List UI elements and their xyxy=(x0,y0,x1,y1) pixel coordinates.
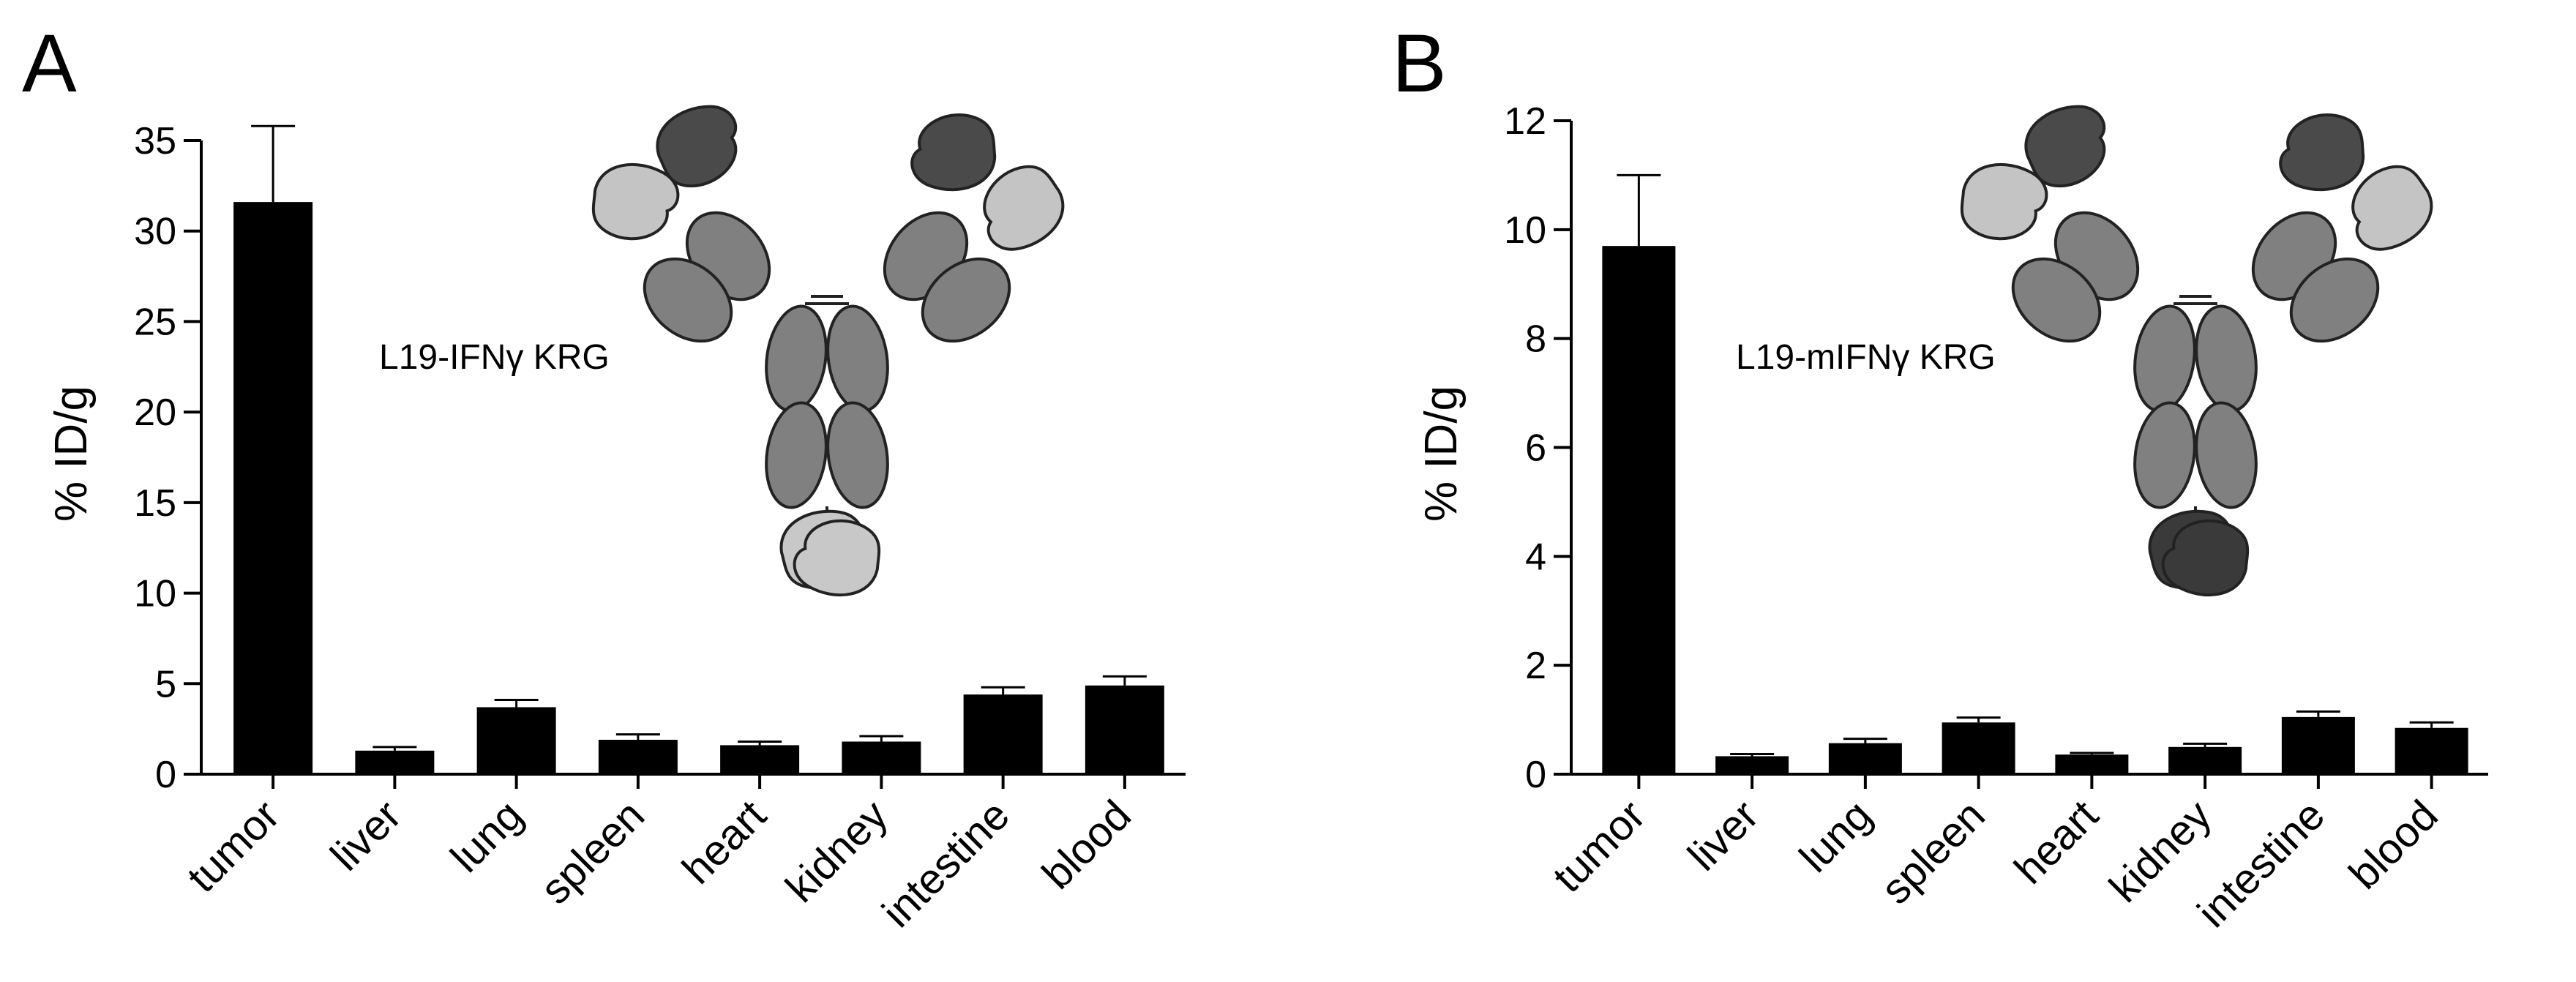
antibody-right-dark-domain xyxy=(910,113,997,192)
x-tick-label: kidney xyxy=(776,791,897,912)
chart-panel-A: A 0 5 10 15 20 25 30 35 % ID/g tumor liver lung splee… xyxy=(22,18,1186,937)
y-tick-label: 4 xyxy=(1525,536,1546,578)
x-tick-label: lung xyxy=(1791,791,1882,882)
antibody-right-dark-domain xyxy=(2279,113,2365,192)
antibody-right-cl-domain xyxy=(921,257,1011,343)
antibody-icon xyxy=(1960,105,2433,596)
antibody-payload-right xyxy=(793,519,881,596)
x-tick-label: tumor xyxy=(1544,791,1655,902)
y-tick-label: 30 xyxy=(134,211,176,253)
bar-tumor xyxy=(1602,246,1676,774)
bar-spleen xyxy=(598,739,678,774)
panel-label: A xyxy=(22,18,77,109)
y-tick-label: 0 xyxy=(1525,754,1546,796)
antibody-ch2-left xyxy=(2133,304,2196,413)
bar-liver xyxy=(1715,756,1789,774)
y-tick-label: 6 xyxy=(1525,427,1546,470)
bar-tumor xyxy=(233,202,313,774)
y-tick-label: 20 xyxy=(134,391,176,434)
antibody-left-dark-domain xyxy=(656,105,738,188)
bar-spleen xyxy=(1942,722,2015,774)
y-tick-label: 12 xyxy=(1504,100,1546,143)
antibody-right-cl-domain xyxy=(2289,257,2380,343)
bar-heart xyxy=(720,745,800,774)
bar-heart xyxy=(2055,754,2129,774)
bar-lung xyxy=(1828,743,1902,774)
y-tick-label: 35 xyxy=(134,120,176,162)
bar-intestine xyxy=(963,694,1043,774)
antibody-payload-right xyxy=(2161,519,2250,596)
antibody-ch3-right xyxy=(826,401,889,509)
x-tick-label: liver xyxy=(1679,791,1767,880)
antibody-ch2-right xyxy=(826,304,889,413)
x-tick-label: tumor xyxy=(179,791,289,902)
y-tick-label: 25 xyxy=(134,301,176,343)
x-tick-label: liver xyxy=(321,791,410,880)
antibody-left-cl-domain xyxy=(643,257,733,343)
y-axis-title: % ID/g xyxy=(1416,386,1467,522)
antibody-left-light-domain xyxy=(591,163,680,241)
y-tick-label: 10 xyxy=(134,573,176,615)
y-tick-label: 2 xyxy=(1525,645,1546,687)
bar-blood xyxy=(1085,685,1164,774)
y-tick-label: 5 xyxy=(155,663,176,705)
x-tick-label: intestine xyxy=(873,791,1019,937)
bar-kidney xyxy=(2168,746,2242,774)
antibody-ch2-right xyxy=(2195,304,2258,413)
x-tick-label: heart xyxy=(2005,791,2107,893)
x-tick-label: lung xyxy=(441,791,532,882)
x-tick-label: spleen xyxy=(531,791,654,913)
antibody-ch3-left xyxy=(765,401,828,509)
x-tick-label: intestine xyxy=(2188,791,2334,937)
antibody-ch3-left xyxy=(2133,401,2196,509)
antibody-ch3-right xyxy=(2195,401,2258,509)
y-axis-title: % ID/g xyxy=(46,386,97,522)
y-tick-label: 10 xyxy=(1504,209,1546,252)
y-tick-label: 15 xyxy=(134,482,176,525)
x-tick-label: spleen xyxy=(1872,791,1994,913)
panel-label: B xyxy=(1392,18,1447,109)
bar-kidney xyxy=(842,741,921,774)
annotation-label: L19-IFNγ KRG xyxy=(379,338,610,377)
antibody-right-light-domain xyxy=(2351,165,2433,251)
x-tick-label: blood xyxy=(2340,791,2447,898)
bar-liver xyxy=(355,750,435,774)
x-tick-label: blood xyxy=(1033,791,1140,898)
bar-lung xyxy=(476,707,556,774)
antibody-left-dark-domain xyxy=(2024,105,2106,188)
antibody-ch2-left xyxy=(765,304,828,413)
antibody-right-light-domain xyxy=(983,165,1065,251)
bar-intestine xyxy=(2281,716,2355,774)
y-tick-label: 8 xyxy=(1525,318,1546,361)
antibody-left-light-domain xyxy=(1960,163,2048,241)
antibody-icon xyxy=(591,105,1065,596)
x-tick-label: heart xyxy=(673,791,775,893)
y-tick-label: 0 xyxy=(155,754,176,796)
annotation-label: L19-mIFNγ KRG xyxy=(1736,338,1996,377)
antibody-left-cl-domain xyxy=(2011,257,2102,343)
bar-blood xyxy=(2395,727,2468,774)
